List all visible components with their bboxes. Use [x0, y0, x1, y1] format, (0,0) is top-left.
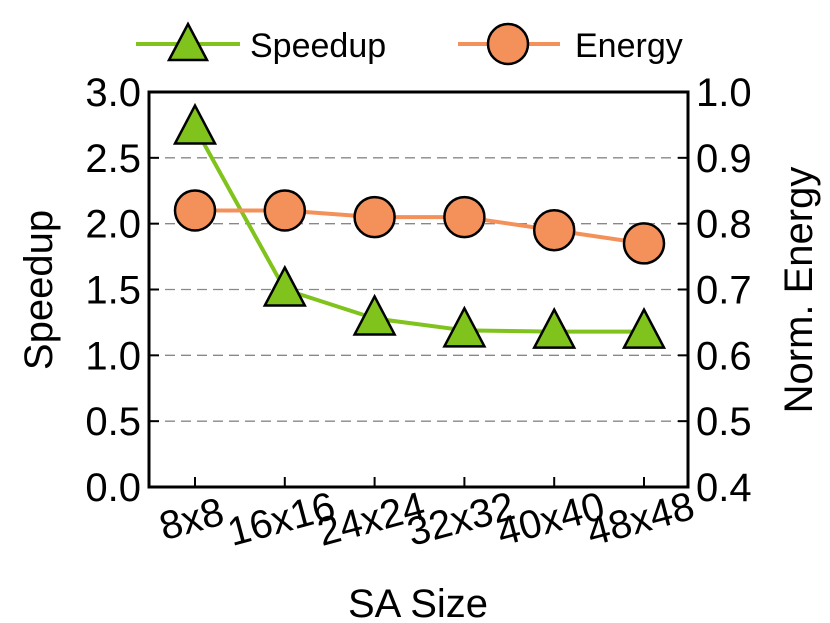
legend-energy-label: Energy [575, 27, 683, 65]
legend-speedup-marker [166, 21, 210, 62]
y-tick-label: 0.5 [85, 400, 141, 444]
legend-energy-marker [486, 22, 530, 66]
data-point-energy [532, 209, 576, 252]
gridlines [149, 157, 688, 422]
y2-tick-label: 0.6 [696, 334, 752, 378]
y2-tick-label: 0.5 [696, 400, 752, 444]
series [172, 102, 667, 349]
data-point-energy [353, 195, 396, 239]
x-axis-label: SA Size [348, 582, 488, 623]
data-point-speedup [621, 306, 667, 349]
data-point-energy [443, 195, 486, 239]
y2-tick-label: 0.4 [696, 466, 752, 510]
y-tick-label: 2.5 [85, 137, 141, 181]
axes: 0.0 0.5 1.0 1.5 2.0 2.5 3.0 0.4 0.5 0.6 0.7 0.8 0.9 1… [85, 71, 751, 555]
y-axis-label: Speedup [17, 210, 61, 370]
data-point-energy [622, 222, 666, 265]
y2-axis-label: Norm. Energy [777, 167, 821, 414]
y-tick-label: 1.0 [85, 334, 141, 378]
legend: Speedup Energy [136, 21, 683, 66]
y-tick-label: 0.0 [85, 466, 141, 510]
y-tick-label: 1.5 [85, 269, 141, 313]
data-point-energy [263, 189, 307, 232]
data-point-speedup [532, 306, 577, 349]
y2-tick-label: 0.8 [696, 203, 752, 247]
y2-tick-label: 0.9 [696, 137, 752, 181]
y-tick-label: 3.0 [85, 71, 141, 115]
data-point-speedup [262, 264, 307, 307]
data-point-speedup [352, 293, 397, 336]
legend-speedup-label: Speedup [250, 27, 386, 65]
y2-tick-label: 1.0 [696, 71, 752, 115]
series-line-speedup [193, 126, 644, 334]
x-tick-label: 8x8 [155, 490, 229, 549]
data-point-energy [173, 189, 217, 232]
y-tick-label: 2.0 [85, 203, 141, 247]
y2-tick-label: 0.7 [696, 269, 752, 313]
series-line-energy [195, 208, 645, 246]
data-point-speedup [172, 102, 218, 145]
data-point-speedup [442, 305, 487, 348]
